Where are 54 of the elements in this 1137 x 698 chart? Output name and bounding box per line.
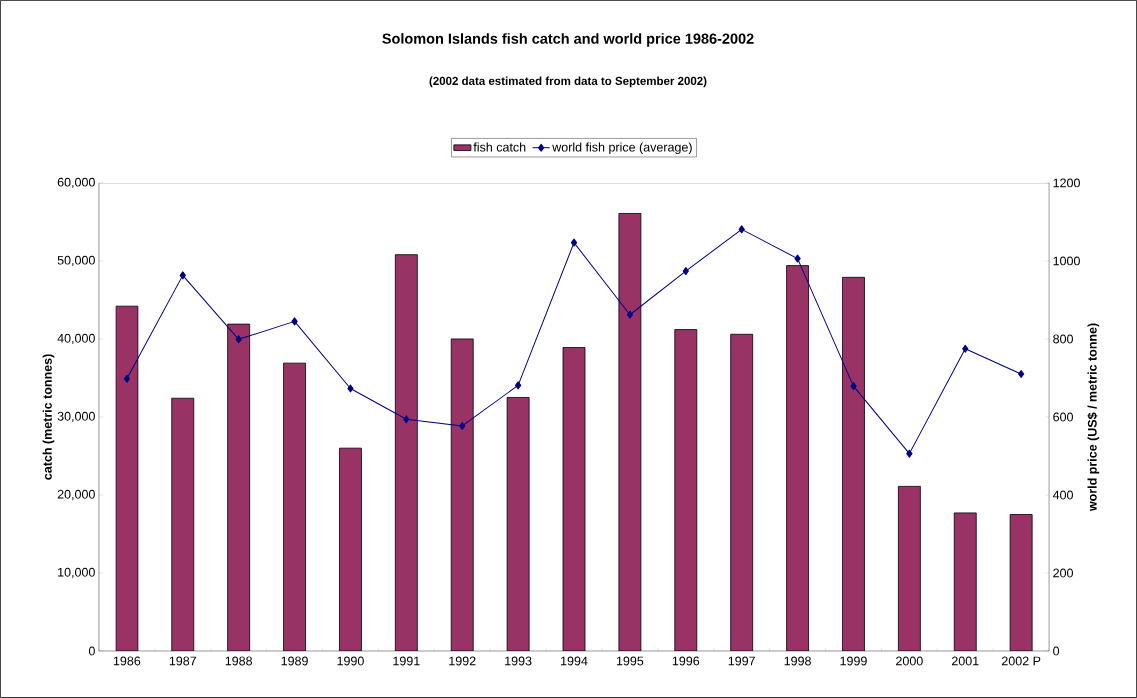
point	[347, 384, 354, 393]
x-tick-label: 1986	[113, 656, 141, 666]
x-tick-label: 1992	[449, 656, 476, 666]
x-tick-label: 2000	[896, 656, 923, 666]
point	[906, 449, 913, 458]
point	[403, 415, 410, 424]
point	[682, 267, 689, 276]
y2-axis-title: world price (US$ / metric tonne)	[1087, 323, 1100, 512]
y2-tick-label: 400	[1052, 490, 1073, 500]
y-tick-label: 50,000	[57, 255, 95, 267]
point	[291, 317, 298, 326]
point	[179, 271, 186, 280]
y-tick-label: 0	[88, 646, 95, 656]
point	[794, 254, 801, 263]
legend-label: fish catch	[473, 142, 526, 152]
y-tick-label: 30,000	[57, 411, 95, 423]
point	[626, 310, 634, 319]
point	[570, 238, 578, 247]
y-tick-label: 20,000	[57, 489, 95, 501]
point	[514, 381, 522, 390]
y2-tick-label: 1000	[1053, 256, 1080, 266]
point	[123, 374, 130, 383]
y2-tick-label: 1200	[1053, 178, 1080, 188]
y-tick-label: 40,000	[57, 333, 95, 345]
x-tick-label: 1998	[784, 656, 811, 666]
x-tick-label: 1994	[561, 656, 588, 666]
x-tick-label: 1988	[225, 656, 253, 666]
chart-title: Solomon Islands fish catch and world price 1986-2002	[382, 33, 754, 47]
x-tick-label: 1989	[281, 656, 308, 666]
chart-subtitle: (2002 data estimated from data to September 2002)	[429, 76, 707, 88]
x-tick-label: 1987	[169, 656, 197, 666]
y-axis-title: catch (metric tonnes)	[42, 354, 55, 480]
x-tick-label: 1991	[393, 656, 420, 666]
y2-tick-label: 200	[1053, 568, 1073, 578]
x-tick-label: 1999	[840, 656, 867, 666]
x-tick-label: 1997	[728, 656, 755, 666]
legend-label: world fish price (average)	[552, 142, 692, 155]
y-tick-label: 60,000	[57, 177, 95, 189]
point	[1018, 370, 1025, 379]
point	[962, 344, 969, 353]
x-tick-label: 1993	[505, 656, 532, 666]
point	[850, 382, 857, 391]
x-tick-label: 1996	[672, 656, 700, 666]
x-tick-label: 1995	[616, 656, 644, 666]
x-tick-label: 1990	[337, 656, 364, 666]
y2-tick-label: 0	[1053, 646, 1060, 656]
point	[738, 225, 745, 234]
point	[459, 421, 466, 430]
point	[235, 335, 242, 344]
y2-tick-label: 800	[1053, 334, 1073, 344]
y2-tick-label: 600	[1053, 412, 1073, 422]
x-tick-label: 2002 P	[1001, 656, 1041, 666]
y-tick-label: 10,000	[58, 567, 95, 579]
x-tick-label: 2001	[951, 656, 979, 666]
